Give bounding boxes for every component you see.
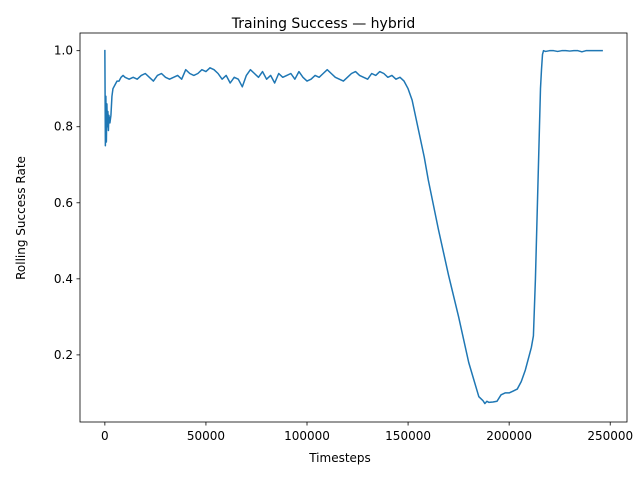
y-axis: 0.2 0.4 0.6 0.8 1.0 [54, 44, 80, 362]
x-tick-label: 50000 [187, 429, 225, 443]
plot-area [104, 49, 603, 405]
x-tick-label: 250000 [587, 429, 633, 443]
y-tick-label: 0.8 [54, 120, 73, 134]
x-axis: 0 50000 100000 150000 200000 250000 [101, 422, 633, 443]
y-tick-label: 0.6 [54, 196, 73, 210]
x-tick-label: 150000 [385, 429, 431, 443]
x-axis-label: Timesteps [308, 451, 371, 465]
y-tick-label: 0.2 [54, 348, 73, 362]
y-axis-label: Rolling Success Rate [14, 156, 28, 280]
x-tick-label: 100000 [284, 429, 330, 443]
y-tick-label: 0.4 [54, 272, 73, 286]
series-line [104, 49, 603, 405]
x-tick-label: 0 [101, 429, 109, 443]
x-tick-label: 200000 [486, 429, 532, 443]
y-tick-label: 1.0 [54, 44, 73, 58]
axes-frame [79, 32, 628, 423]
chart-title: Training Success — hybrid [231, 16, 416, 32]
